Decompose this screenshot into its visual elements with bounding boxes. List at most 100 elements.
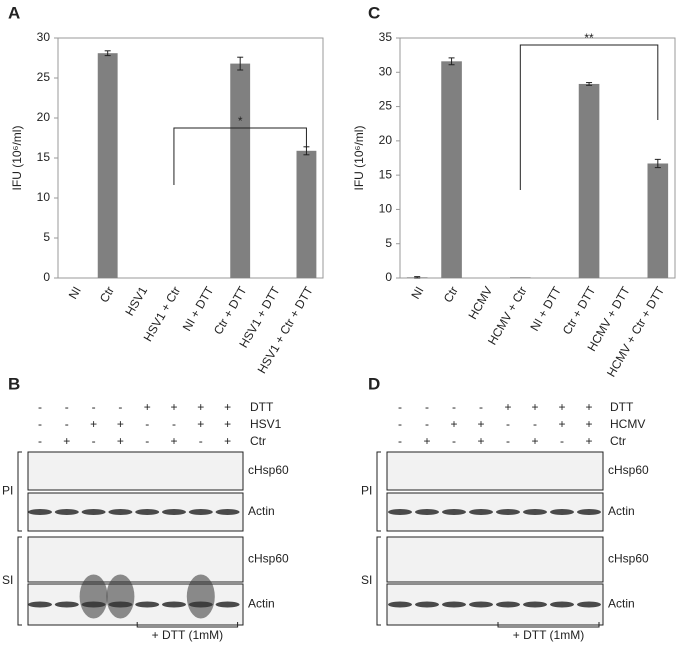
error-bar	[654, 158, 661, 169]
error-bar	[237, 56, 244, 71]
bar	[647, 163, 669, 278]
condition-sign: -	[506, 434, 510, 448]
condition-sign: +	[531, 400, 538, 414]
condition-sign: -	[533, 417, 537, 431]
band-label: cHsp60	[248, 463, 289, 477]
footer-label: + DTT (1mM)	[513, 628, 584, 642]
blot-band	[442, 509, 466, 515]
band-label: cHsp60	[608, 552, 649, 566]
condition-sign: +	[585, 417, 592, 431]
y-tick-label: 10	[37, 190, 51, 204]
condition-sign: +	[558, 400, 565, 414]
condition-sign: -	[199, 434, 203, 448]
blot-band	[162, 509, 186, 515]
condition-sign: -	[92, 400, 96, 414]
footer-bracket	[497, 622, 600, 628]
condition-sign: -	[38, 434, 42, 448]
blot-box	[386, 451, 604, 491]
significance-bracket	[519, 44, 659, 190]
plot-frame	[399, 37, 676, 279]
condition-sign: -	[172, 417, 176, 431]
section-label: PI	[2, 484, 13, 498]
blot-band	[188, 509, 213, 515]
condition-sign: +	[558, 417, 565, 431]
significance-label: **	[584, 31, 594, 45]
blot-band	[28, 601, 52, 608]
condition-sign: +	[224, 417, 231, 431]
panel-label: C	[368, 3, 380, 22]
y-tick-label: 5	[385, 236, 392, 250]
condition-label: Ctr	[250, 434, 266, 448]
section-bracket	[17, 451, 22, 532]
y-tick-label: 25	[37, 70, 51, 84]
band-label: Actin	[608, 597, 635, 611]
condition-sign: -	[145, 417, 149, 431]
condition-sign: -	[38, 417, 42, 431]
y-tick-label: 0	[43, 270, 50, 284]
blot-band	[215, 601, 240, 608]
condition-sign: -	[398, 417, 402, 431]
y-tick-label: 5	[43, 230, 50, 244]
x-tick-label: HCMV	[465, 284, 495, 322]
band-label: Actin	[248, 597, 275, 611]
blot-band	[54, 601, 79, 608]
condition-sign: +	[170, 434, 177, 448]
condition-sign: +	[197, 417, 204, 431]
x-tick-label: Ctr	[441, 284, 461, 305]
condition-sign: -	[452, 434, 456, 448]
condition-sign: -	[479, 400, 483, 414]
condition-sign: +	[477, 434, 484, 448]
blot-smear	[79, 574, 108, 619]
section-label: SI	[361, 573, 372, 587]
section-label: SI	[2, 573, 13, 587]
condition-sign: -	[398, 400, 402, 414]
error-bar	[414, 276, 421, 279]
section-label: PI	[361, 484, 372, 498]
condition-label: DTT	[250, 400, 274, 414]
condition-sign: +	[585, 400, 592, 414]
band-label: cHsp60	[608, 463, 649, 477]
footer-label: + DTT (1mM)	[152, 628, 223, 642]
x-tick-label: NI	[66, 284, 84, 301]
footer-bracket	[136, 622, 239, 628]
x-tick-label: Ctr	[97, 284, 117, 305]
condition-sign: +	[477, 417, 484, 431]
band-label: cHsp60	[248, 552, 289, 566]
y-tick-label: 10	[379, 202, 393, 216]
significance-bracket	[173, 127, 307, 185]
error-bar	[104, 50, 111, 57]
blot-band	[28, 509, 52, 515]
blot-band	[81, 509, 106, 515]
blot-band	[215, 509, 240, 515]
section-bracket	[376, 536, 381, 626]
y-tick-label: 20	[379, 133, 393, 147]
panel-label: D	[368, 374, 380, 393]
blot-box	[27, 451, 244, 491]
condition-sign: -	[398, 434, 402, 448]
section-bracket	[17, 536, 22, 626]
blot-band	[135, 601, 160, 608]
significance-label: *	[238, 114, 243, 128]
blot-band	[523, 509, 547, 515]
error-bar	[586, 82, 593, 86]
condition-label: Ctr	[610, 434, 626, 448]
bar	[578, 83, 600, 278]
blot-band	[415, 601, 439, 608]
condition-sign: -	[118, 400, 122, 414]
condition-sign: +	[63, 434, 70, 448]
blot-band	[415, 509, 439, 515]
condition-sign: +	[90, 417, 97, 431]
x-tick-label: NI + DTT	[180, 284, 217, 334]
x-tick-label: HSV1	[122, 284, 150, 318]
condition-sign: -	[452, 400, 456, 414]
blot-band	[54, 509, 79, 515]
condition-label: HCMV	[610, 417, 645, 431]
blot-band	[523, 601, 547, 608]
condition-sign: -	[38, 400, 42, 414]
condition-sign: -	[506, 417, 510, 431]
y-axis-label: IFU (10⁶/ml)	[352, 126, 366, 191]
bar	[510, 277, 531, 278]
blot-band	[469, 509, 493, 515]
blot-band	[496, 509, 520, 515]
y-tick-label: 20	[37, 110, 51, 124]
